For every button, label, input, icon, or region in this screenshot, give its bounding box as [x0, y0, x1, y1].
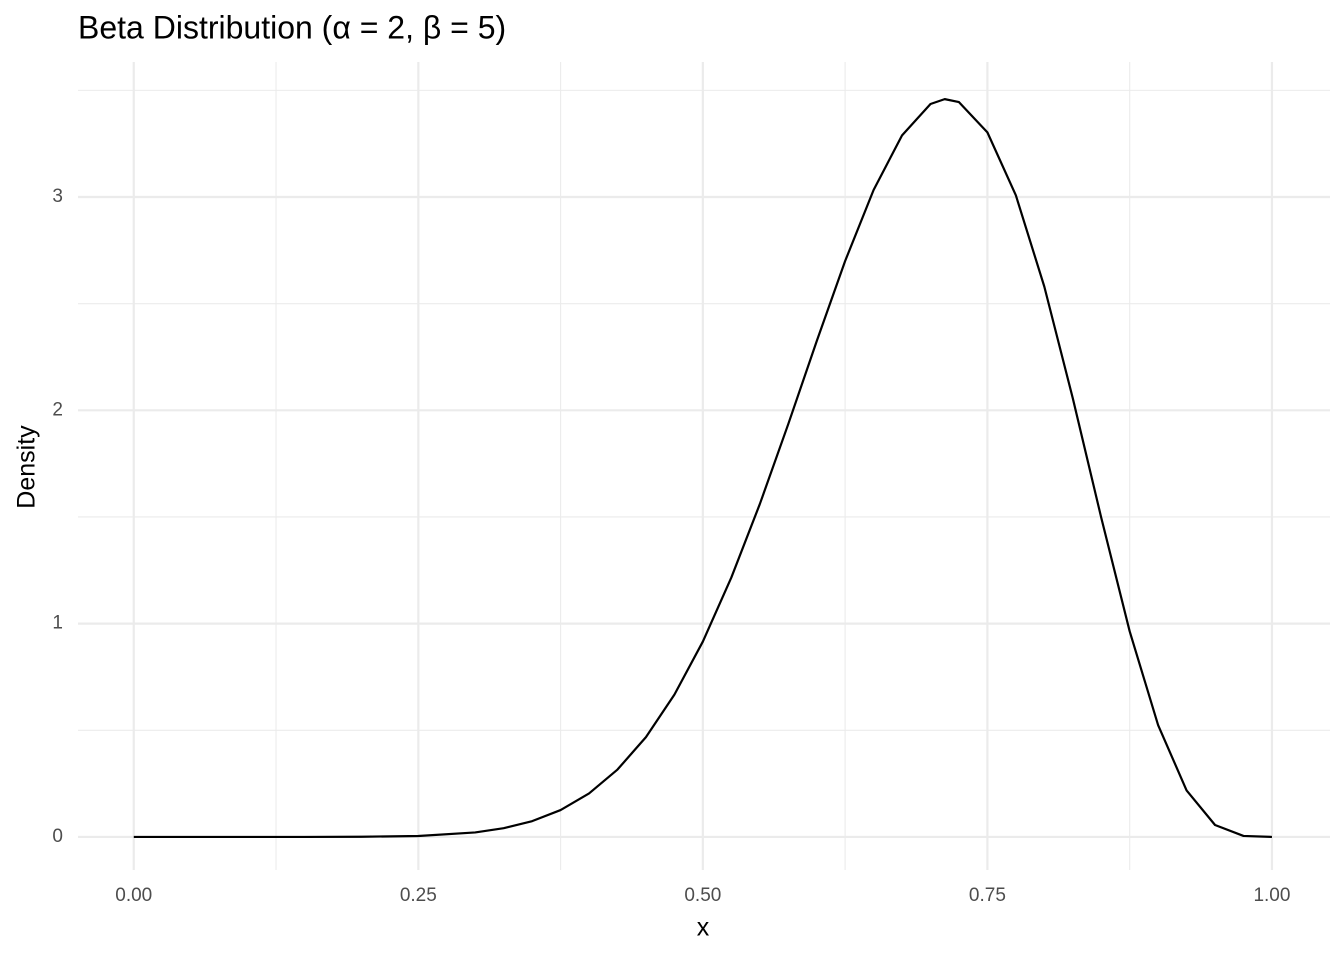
- y-tick-label: 3: [52, 186, 63, 207]
- x-tick-label: 1.00: [1253, 885, 1290, 906]
- x-tick-label: 0.50: [684, 885, 721, 906]
- x-tick-label: 0.25: [400, 885, 437, 906]
- y-tick-label: 0: [52, 826, 63, 847]
- x-tick-label: 0.75: [969, 885, 1006, 906]
- x-axis-label: x: [697, 914, 710, 942]
- x-tick-label: 0.00: [115, 885, 152, 906]
- line: [133, 98, 1272, 839]
- chart-title: Beta Distribution (α = 2, β = 5): [78, 9, 506, 45]
- y-tick-label: 1: [52, 613, 63, 634]
- y-tick-label: 2: [52, 399, 63, 420]
- y-axis-label: Density: [13, 425, 41, 509]
